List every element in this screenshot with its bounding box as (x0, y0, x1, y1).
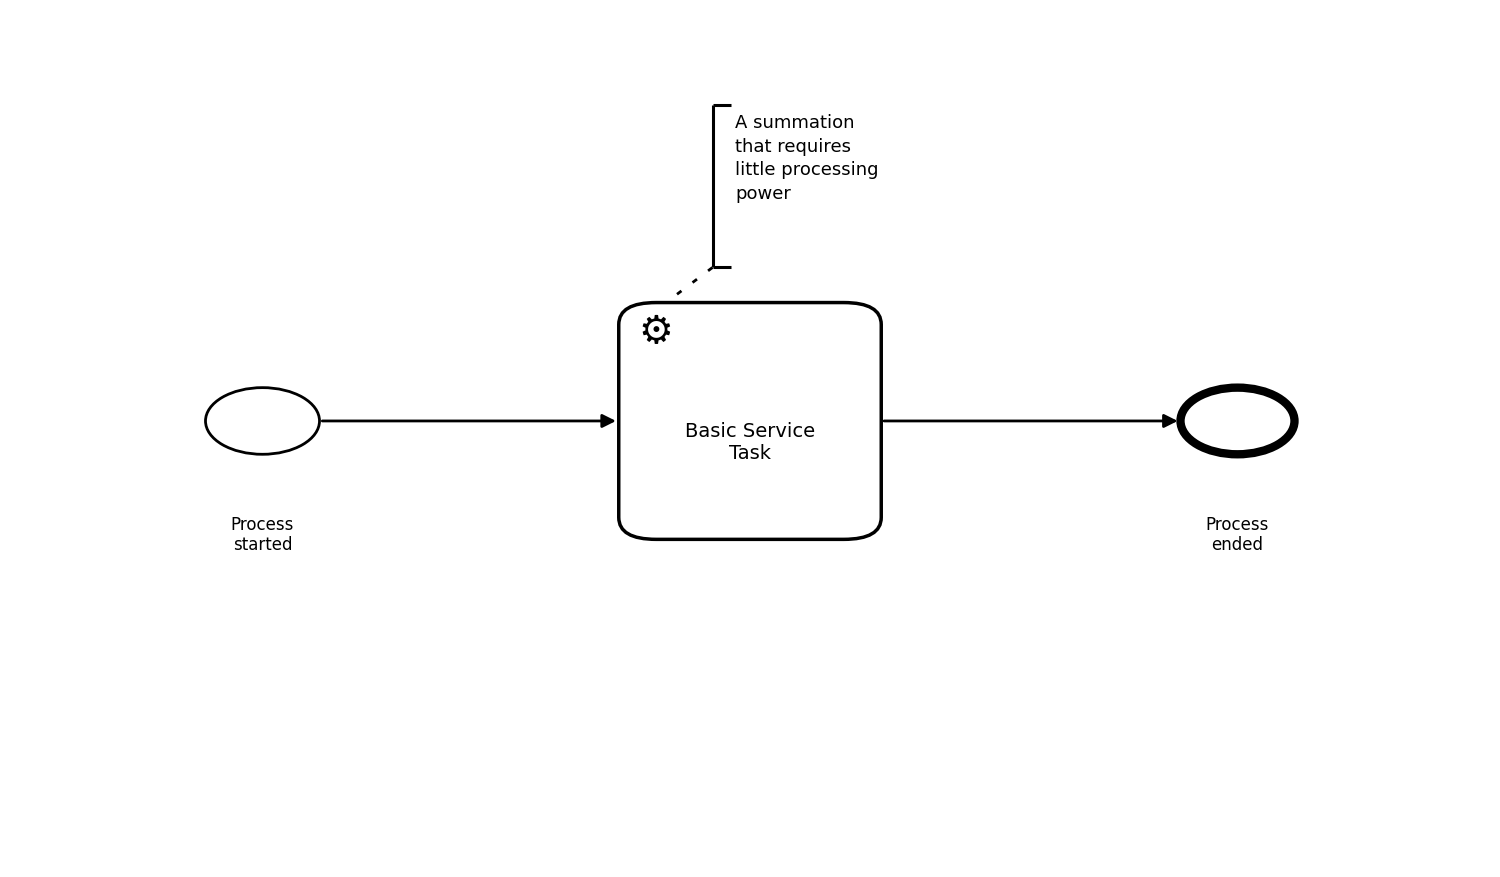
Text: Process
ended: Process ended (1206, 516, 1269, 554)
Text: ⚙: ⚙ (639, 313, 674, 351)
FancyBboxPatch shape (618, 303, 880, 539)
Circle shape (206, 388, 320, 454)
Text: Process
started: Process started (231, 516, 294, 554)
Text: Basic Service
Task: Basic Service Task (686, 423, 814, 463)
Circle shape (1180, 388, 1294, 454)
Text: A summation
that requires
little processing
power: A summation that requires little process… (735, 114, 879, 203)
